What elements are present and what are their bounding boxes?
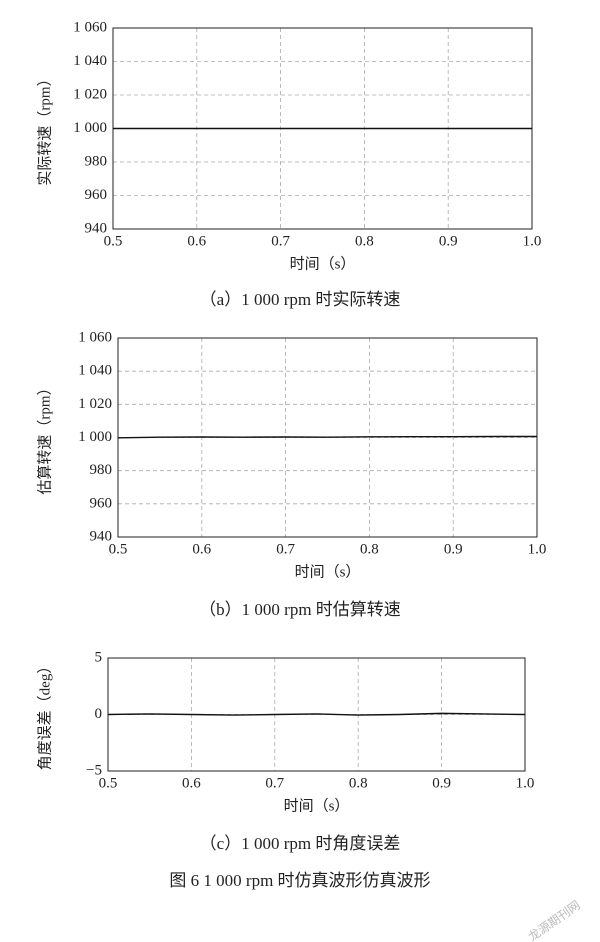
- y-tick-label: 980: [90, 462, 113, 478]
- x-tick-label: 0.9: [444, 541, 463, 557]
- x-tick-label: 0.7: [276, 541, 295, 557]
- y-tick-label: 1 020: [78, 396, 112, 412]
- x-tick-label: 0.5: [104, 233, 123, 249]
- x-tick-label: 0.7: [271, 233, 290, 249]
- x-tick-label: 0.7: [265, 775, 284, 791]
- y-tick-label: 960: [90, 495, 113, 511]
- x-tick-label: 1.0: [528, 541, 547, 557]
- y-tick-label: 960: [85, 187, 108, 203]
- y-tick-label: 1 060: [73, 19, 107, 35]
- x-tick-label: 0.8: [360, 541, 379, 557]
- x-axis-label: 时间（s）: [284, 797, 350, 814]
- y-tick-label: 1 040: [73, 53, 107, 69]
- x-tick-label: 0.8: [355, 233, 374, 249]
- x-tick-label: 0.9: [432, 775, 451, 791]
- x-tick-label: 0.5: [109, 541, 128, 557]
- data-line: [117, 435, 537, 439]
- y-tick-label: 1 000: [78, 429, 112, 445]
- x-tick-label: 0.5: [99, 775, 118, 791]
- chart-caption: （a）1 000 rpm 时实际转速: [200, 290, 401, 309]
- y-tick-label: 0: [95, 706, 103, 722]
- y-tick-label: 1 040: [78, 363, 112, 379]
- watermark: 龙源期刊网: [526, 898, 583, 942]
- chart-caption: （c）1 000 rpm 时角度误差: [200, 834, 401, 853]
- y-axis-label: 角度误差（deg）: [36, 659, 53, 771]
- x-tick-label: 0.6: [187, 233, 206, 249]
- y-tick-label: 1 000: [73, 120, 107, 136]
- x-tick-label: 1.0: [523, 233, 542, 249]
- x-tick-label: 0.8: [349, 775, 368, 791]
- x-tick-label: 1.0: [516, 775, 535, 791]
- y-tick-label: 5: [95, 649, 103, 665]
- y-axis-label: 估算转速（rpm）: [35, 380, 53, 494]
- x-axis-label: 时间（s）: [295, 563, 361, 580]
- y-tick-label: −5: [86, 762, 102, 778]
- x-axis-label: 时间（s）: [290, 255, 356, 272]
- x-tick-label: 0.6: [182, 775, 201, 791]
- y-axis-label: 实际转速（rpm）: [36, 71, 53, 185]
- x-tick-label: 0.9: [439, 233, 458, 249]
- y-tick-label: 1 020: [73, 86, 107, 102]
- y-tick-label: 940: [85, 220, 108, 236]
- chart-caption: （b）1 000 rpm 时估算转速: [199, 600, 401, 619]
- data-line: [107, 712, 526, 716]
- figure-caption: 图 6 1 000 rpm 时仿真波形仿真波形: [169, 871, 430, 890]
- y-tick-label: 980: [85, 153, 108, 169]
- y-tick-label: 940: [90, 528, 113, 544]
- x-tick-label: 0.6: [192, 541, 211, 557]
- y-tick-label: 1 060: [78, 329, 112, 345]
